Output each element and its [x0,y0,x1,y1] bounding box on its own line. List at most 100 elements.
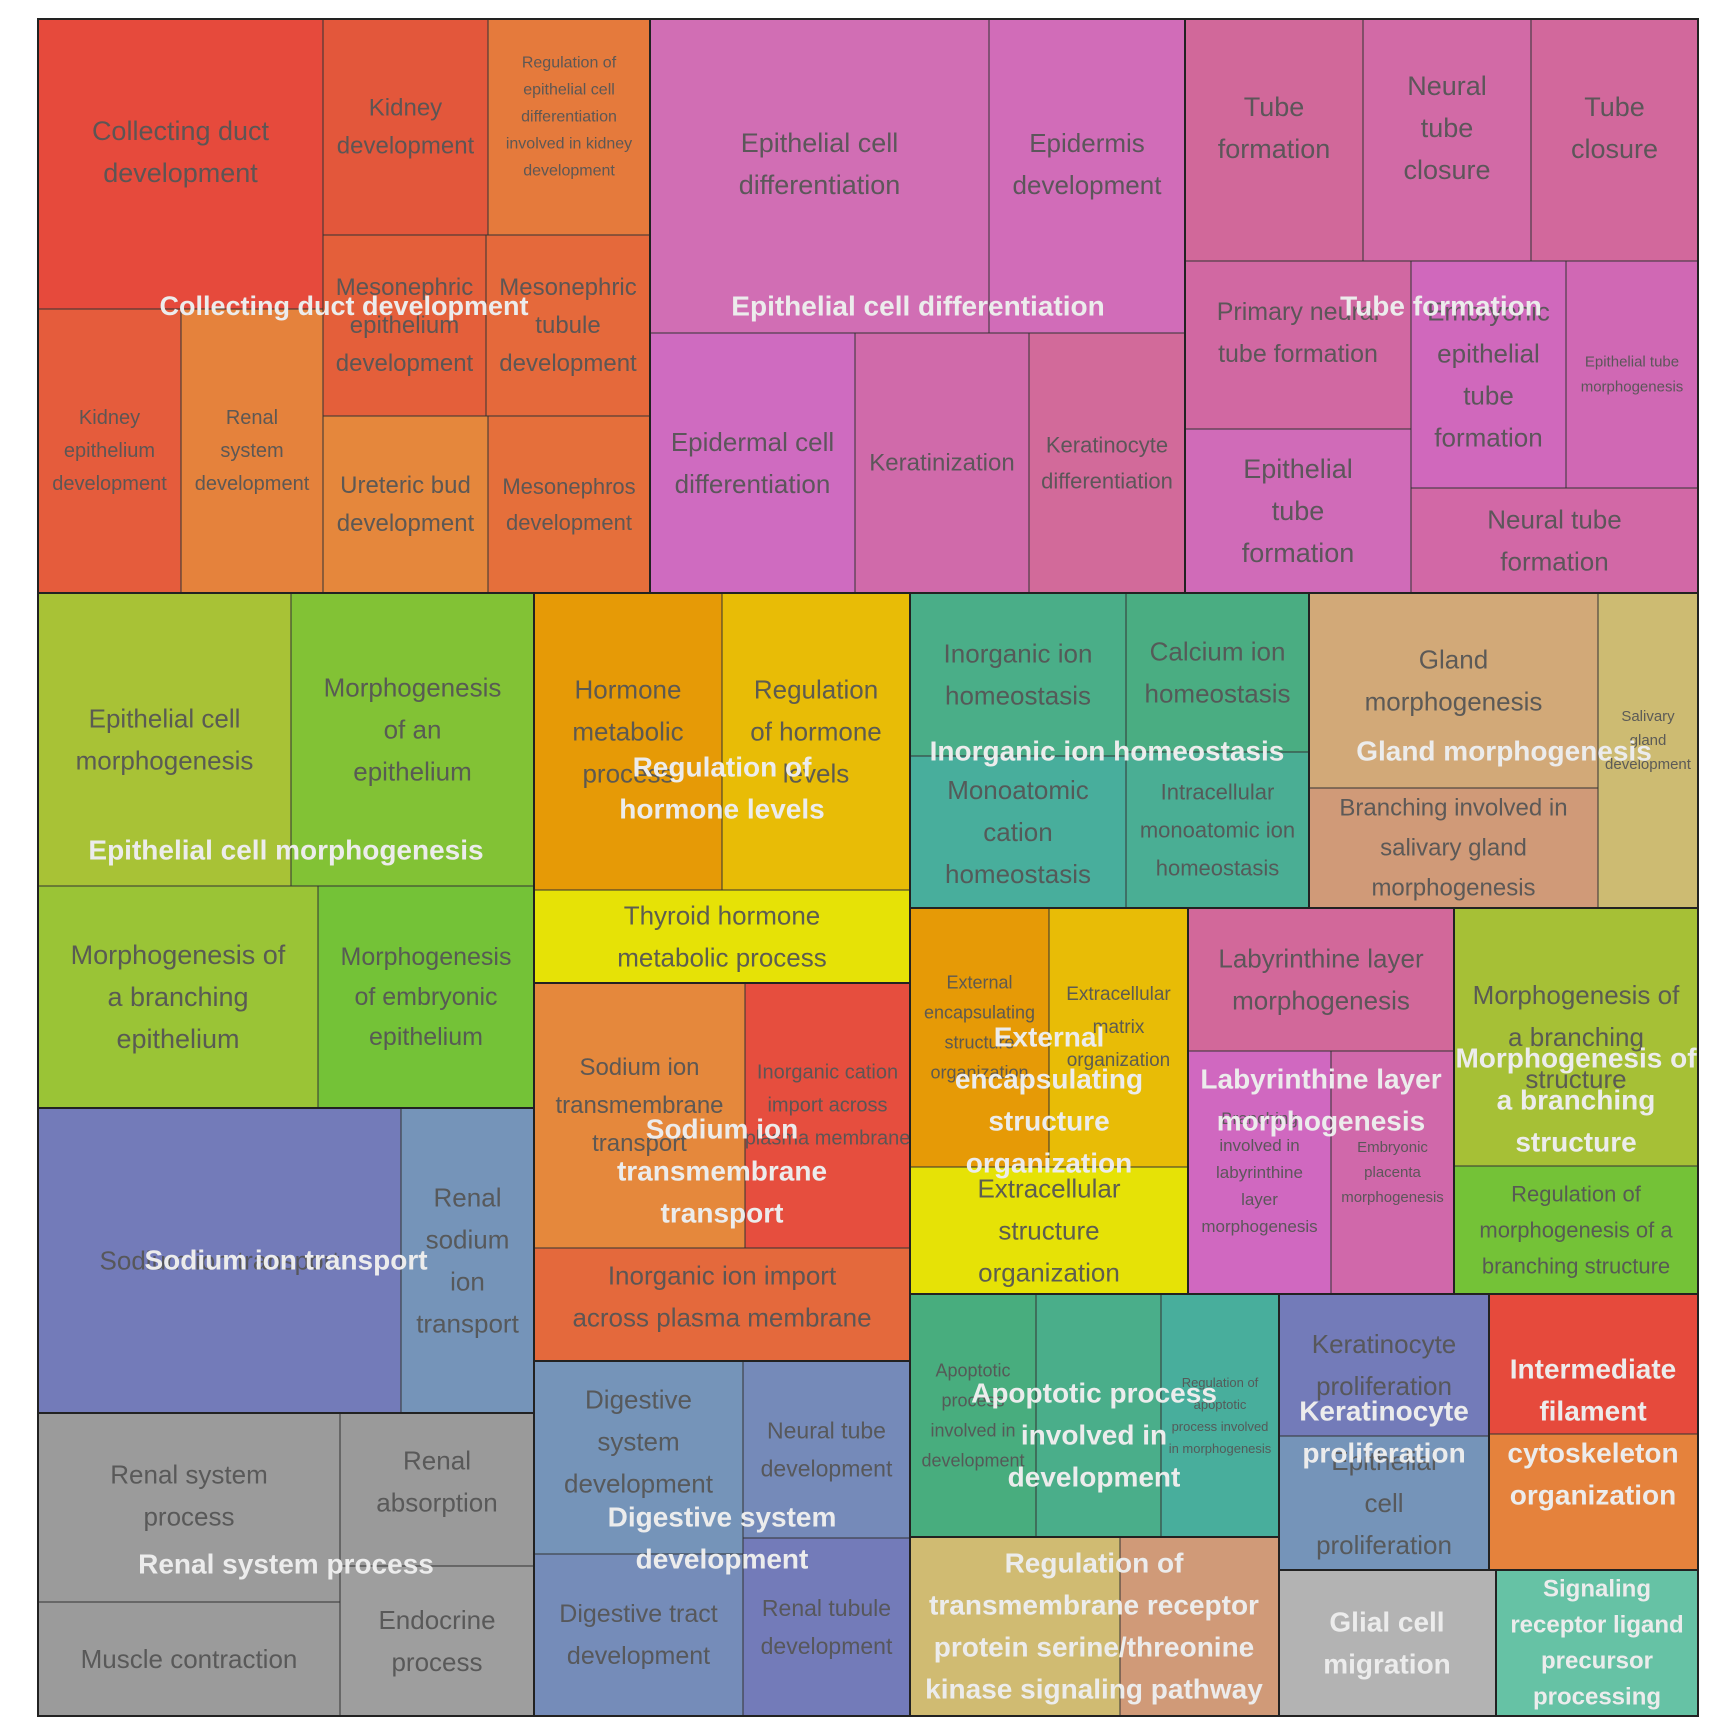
treemap-tile [1035,1293,1162,1538]
tile-label-calcium-ion-homeostasis: Calcium ion homeostasis [1145,637,1291,709]
tile-label-renal-tubule-development: Renal tubule development [761,1595,893,1659]
treemap-tile [37,1107,402,1414]
tile-label-sodium-ion-transmembrane-transport: Sodium ion transmembrane transport [555,1054,723,1157]
tile-label-kidney-epithelium-development: Kidney epithelium development [52,407,167,495]
tile-label-embryonic-epithelial-tube-formation: Embryonic epithelial tube formation [1427,297,1550,453]
plot-frame [37,18,1699,1717]
treemap-tile [742,1537,911,1717]
group-label-epithelial-cell-morphogenesis: Epithelial cell morphogenesis [88,835,483,866]
tile-label-neural-tube-development: Neural tube development [761,1418,893,1482]
group-label-renal-system-process: Renal system process [138,1549,434,1580]
tile-label-regulation-of-epithelial-cell-differentiation-in: Regulation of epithelial cell differentiat… [506,55,632,180]
treemap-tile [1125,592,1310,753]
group-label-external-encapsulating-structure-organization: External encapsulating structure organizati… [955,1022,1143,1179]
tile-label-digestive-system-development: Digestive system development [564,1385,714,1499]
treemap-tile [180,308,324,594]
group-label-digestive-system-development: Digestive system development [608,1502,837,1575]
tile-label-collecting-duct-development: Collecting duct development [92,116,270,188]
tile-label-renal-absorption: Renal absorption [376,1446,497,1518]
tile-label-morphogenesis-of-embryonic-epithelium: Morphogenesis of embryonic epithelium [341,943,512,1051]
treemap-tile [533,1553,744,1717]
tile-label-regulation-of-morphogenesis-of-a-branching-struc: Regulation of morphogenesis of a branching… [1479,1182,1673,1279]
treemap-tile [744,982,911,1249]
tile-label-renal-system-development: Renal system development [195,407,310,495]
treemap-tile [322,18,489,236]
tile-label-tube-formation: Tube formation [1218,92,1331,164]
tile-label-inorganic-ion-homeostasis: Inorganic ion homeostasis [944,639,1093,711]
tile-label-muscle-contraction: Muscle contraction [81,1644,298,1674]
group-label-collecting-duct-development: Collecting duct development [159,291,528,321]
tile-label-gland-morphogenesis: Gland morphogenesis [1365,645,1543,717]
tile-label-epithelial-tube-morphogenesis: Epithelial tube morphogenesis [1581,354,1684,396]
treemap-tile [1278,1293,1490,1437]
tile-label-epithelial-cell-differentiation: Epithelial cell differentiation [739,128,901,200]
tile-label-branching-involved-in-labyrinthine-layer-morphog: Branching involved in labyrinthine layer mor… [1201,1109,1317,1236]
treemap-tile [649,18,990,334]
tile-label-renal-system-process: Renal system process [110,1460,268,1532]
tile-label-extracellular-matrix-organization: Extracellular matrix organization [1066,984,1171,1071]
group-label-glial-cell-migration: Glial cell migration [1323,1607,1451,1680]
tile-label-mesonephric-epithelium-development: Mesonephric epithelium development [336,274,474,377]
treemap-tile [1028,332,1186,594]
treemap-tile [742,1360,911,1539]
treemap-tile [1330,1050,1455,1295]
treemap-tile [988,18,1186,334]
treemap-tile [909,755,1127,909]
treemap-tile [1125,751,1310,909]
tile-label-extracellular-structure-organization: Extracellular structure organization [977,1174,1120,1288]
tile-label-tube-closure: Tube closure [1571,92,1658,164]
tile-label-apoptotic-process-involved-in-development: Apoptotic process involved in development [921,1361,1024,1471]
treemap-tile [533,889,911,984]
tile-label-digestive-tract-development: Digestive tract development [559,1600,717,1670]
group-label-regulation-of-hormone-levels: Regulation of hormone levels [619,752,824,825]
group-label-inorganic-ion-homeostasis: Inorganic ion homeostasis [930,736,1285,767]
treemap-tile [317,885,535,1109]
tile-label-epidermis-development: Epidermis development [1013,128,1163,200]
group-label-labyrinthine-layer-morphogenesis: Labyrinthine layer morphogenesis [1200,1064,1441,1137]
tile-label-epithelial-tube-formation: Epithelial tube formation [1242,454,1355,568]
tile-label-ureteric-bud-development: Ureteric bud development [337,472,475,537]
treemap-tile [37,18,324,310]
tile-label-external-encapsulating-structure-organization: External encapsulating structure organizati… [924,973,1035,1083]
group-label-sodium-ion-transmembrane-transport: Sodium ion transmembrane transport [617,1114,827,1229]
treemap-tile [854,332,1030,594]
tile-label-intracellular-monoatomic-ion-homeostasis: Intracellular monoatomic ion homeostasis [1140,780,1295,881]
treemap-tile [1362,18,1532,262]
treemap-tile [1278,1569,1497,1717]
tile-label-sodium-ion-transport: Sodium ion transport [100,1246,341,1276]
tile-label-thyroid-hormone-metabolic-process: Thyroid hormone metabolic process [617,901,827,973]
tile-label-labyrinthine-layer-morphogenesis: Labyrinthine layer morphogenesis [1218,944,1424,1016]
tile-label-embryonic-placenta-morphogenesis: Embryonic placenta morphogenesis [1341,1139,1444,1206]
treemap-tile [909,1293,1037,1538]
tile-label-morphogenesis-of-a-branching-structure: Morphogenesis of a branching structure [1473,980,1680,1094]
tile-label-inorganic-ion-import-across-plasma-membrane: Inorganic ion import across plasma membra… [572,1261,871,1333]
treemap-tile [909,592,1127,757]
treemap-tile [1488,1433,1699,1571]
tile-label-keratinization: Keratinization [869,450,1014,477]
treemap-tile [1184,260,1412,430]
tile-label-kidney-development: Kidney development [337,95,475,160]
group-label-sodium-ion-transport: Sodium ion transport [144,1245,427,1276]
treemap-tile [485,234,651,417]
tile-label-neural-tube-formation: Neural tube formation [1487,505,1621,577]
tile-label-neural-tube-closure: Neural tube closure [1403,71,1490,185]
treemap-tile [909,1166,1189,1295]
tiles-layer: Collecting duct development Kidney developm… [37,18,1699,1717]
tile-label-morphogenesis-of-an-epithelium: Morphogenesis of an epithelium [324,673,502,787]
group-label-signaling-receptor-ligand-precursor-processing: Signaling receptor ligand precursor process… [1510,1576,1683,1711]
treemap-tile [1410,260,1567,489]
treemap-tile [37,1601,341,1717]
treemap-tile [339,1412,535,1567]
tile-label-epidermal-cell-differentiation: Epidermal cell differentiation [671,427,834,499]
tile-label-morphogenesis-of-a-branching-epithelium: Morphogenesis of a branching epithelium [71,940,286,1054]
treemap-tile [1184,18,1364,262]
treemap-tile [1160,1293,1280,1538]
tile-label-regulation-of-apoptotic-process-involved-in-morp: Regulation of apoptotic process involved in… [1169,1375,1272,1456]
tile-label-monoatomic-cation-homeostasis: Monoatomic cation homeostasis [945,775,1091,889]
tile-label-hormone-metabolic-process: Hormone metabolic process [572,675,683,789]
treemap-tile [1048,907,1189,1168]
tile-label-regulation-of-hormone-levels: Regulation of hormone levels [750,675,882,789]
group-label-tube-formation: Tube formation [1340,291,1542,322]
tile-label-renal-sodium-ion-transport: Renal sodium ion transport [416,1183,519,1339]
